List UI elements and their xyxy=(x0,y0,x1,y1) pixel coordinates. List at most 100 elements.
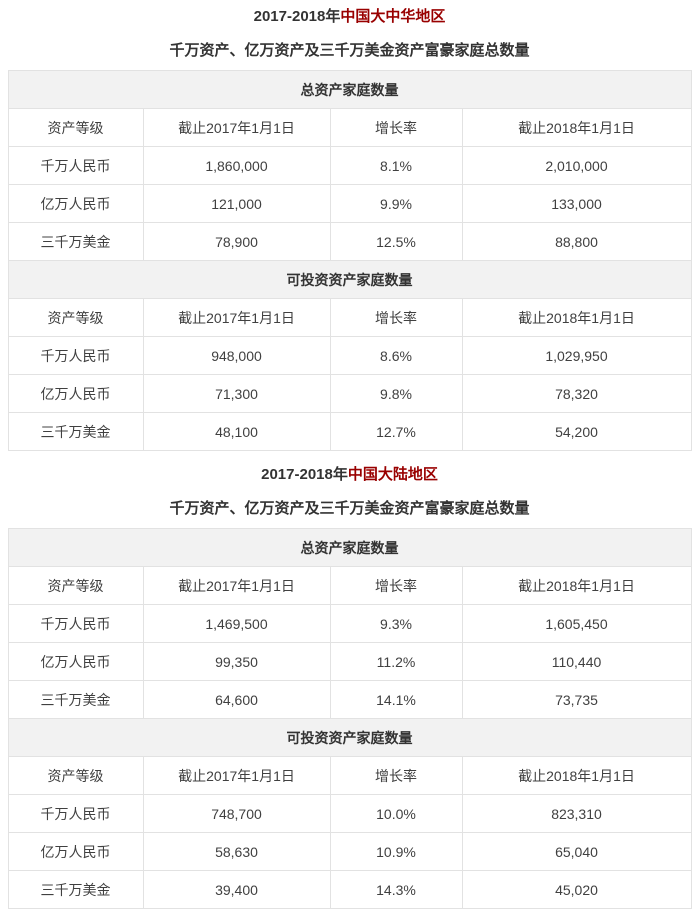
column-header: 截止2018年1月1日 xyxy=(461,298,692,337)
table-row: 三千万美金 48,100 12.7% 54,200 xyxy=(7,412,692,451)
growth-rate-cell: 14.3% xyxy=(329,870,463,909)
column-header: 截止2018年1月1日 xyxy=(461,756,692,795)
table-row: 三千万美金 64,600 14.1% 73,735 xyxy=(7,680,692,719)
table-row: 三千万美金 39,400 14.3% 45,020 xyxy=(7,870,692,909)
asset-tier-cell: 亿万人民币 xyxy=(7,642,144,681)
column-header: 截止2017年1月1日 xyxy=(142,756,331,795)
table-header-row: 资产等级 截止2017年1月1日 增长率 截止2018年1月1日 xyxy=(7,756,692,795)
value-2018-cell: 1,605,450 xyxy=(461,604,692,643)
value-2018-cell: 73,735 xyxy=(461,680,692,719)
section-title-year: 2017-2018年 xyxy=(253,8,341,25)
table-row: 亿万人民币 121,000 9.9% 133,000 xyxy=(7,184,692,223)
value-2017-cell: 39,400 xyxy=(142,870,331,909)
table-header-row: 资产等级 截止2017年1月1日 增长率 截止2018年1月1日 xyxy=(7,298,692,337)
table-header-row: 资产等级 截止2017年1月1日 增长率 截止2018年1月1日 xyxy=(7,566,692,605)
asset-tier-cell: 三千万美金 xyxy=(7,870,144,909)
growth-rate-cell: 10.0% xyxy=(329,794,463,833)
asset-tier-cell: 三千万美金 xyxy=(7,680,144,719)
table-row: 千万人民币 948,000 8.6% 1,029,950 xyxy=(7,336,692,375)
table-row: 千万人民币 748,700 10.0% 823,310 xyxy=(7,794,692,833)
table-band-row: 可投资资产家庭数量 xyxy=(7,718,692,757)
table-row: 亿万人民币 99,350 11.2% 110,440 xyxy=(7,642,692,681)
column-header: 资产等级 xyxy=(7,756,144,795)
table-header-row: 资产等级 截止2017年1月1日 增长率 截止2018年1月1日 xyxy=(7,108,692,147)
value-2018-cell: 2,010,000 xyxy=(461,146,692,185)
section-subtitle: 千万资产、亿万资产及三千万美金资产富豪家庭总数量 xyxy=(169,42,530,59)
value-2017-cell: 99,350 xyxy=(142,642,331,681)
value-2017-cell: 78,900 xyxy=(142,222,331,261)
section-title: 2017-2018年中国大陆地区 xyxy=(0,451,699,482)
section-mainland-china: 2017-2018年中国大陆地区 千万资产、亿万资产及三千万美金资产富豪家庭总数… xyxy=(0,451,699,909)
column-header: 资产等级 xyxy=(7,108,144,147)
column-header: 增长率 xyxy=(329,756,463,795)
growth-rate-cell: 9.9% xyxy=(329,184,463,223)
table-band-header: 总资产家庭数量 xyxy=(7,528,692,567)
value-2018-cell: 110,440 xyxy=(461,642,692,681)
table-row: 千万人民币 1,860,000 8.1% 2,010,000 xyxy=(7,146,692,185)
value-2018-cell: 78,320 xyxy=(461,374,692,413)
asset-tier-cell: 千万人民币 xyxy=(7,794,144,833)
value-2017-cell: 121,000 xyxy=(142,184,331,223)
growth-rate-cell: 14.1% xyxy=(329,680,463,719)
section-title-region: 中国大陆地区 xyxy=(347,466,438,483)
section-title: 2017-2018年中国大中华地区 xyxy=(0,0,699,24)
column-header: 截止2017年1月1日 xyxy=(142,566,331,605)
section-title-region: 中国大中华地区 xyxy=(340,8,446,25)
column-header: 截止2017年1月1日 xyxy=(142,108,331,147)
asset-tier-cell: 亿万人民币 xyxy=(7,374,144,413)
column-header: 增长率 xyxy=(329,566,463,605)
section-greater-china: 2017-2018年中国大中华地区 千万资产、亿万资产及三千万美金资产富豪家庭总… xyxy=(0,0,699,451)
column-header: 截止2017年1月1日 xyxy=(142,298,331,337)
table-band-row: 可投资资产家庭数量 xyxy=(7,260,692,299)
value-2017-cell: 748,700 xyxy=(142,794,331,833)
table-row: 亿万人民币 71,300 9.8% 78,320 xyxy=(7,374,692,413)
value-2018-cell: 1,029,950 xyxy=(461,336,692,375)
total-assets-table: 总资产家庭数量 资产等级 截止2017年1月1日 增长率 截止2018年1月1日… xyxy=(7,70,692,451)
value-2017-cell: 1,860,000 xyxy=(142,146,331,185)
table-row: 千万人民币 1,469,500 9.3% 1,605,450 xyxy=(7,604,692,643)
growth-rate-cell: 8.6% xyxy=(329,336,463,375)
section-title-year: 2017-2018年 xyxy=(261,466,348,483)
table-band-row: 总资产家庭数量 xyxy=(7,70,692,109)
asset-tier-cell: 千万人民币 xyxy=(7,336,144,375)
value-2017-cell: 64,600 xyxy=(142,680,331,719)
value-2018-cell: 88,800 xyxy=(461,222,692,261)
column-header: 截止2018年1月1日 xyxy=(461,566,692,605)
total-assets-table: 总资产家庭数量 资产等级 截止2017年1月1日 增长率 截止2018年1月1日… xyxy=(7,528,692,909)
value-2017-cell: 48,100 xyxy=(142,412,331,451)
value-2018-cell: 45,020 xyxy=(461,870,692,909)
column-header: 资产等级 xyxy=(7,298,144,337)
growth-rate-cell: 11.2% xyxy=(329,642,463,681)
value-2017-cell: 948,000 xyxy=(142,336,331,375)
table-band-header: 可投资资产家庭数量 xyxy=(7,260,692,299)
asset-tier-cell: 千万人民币 xyxy=(7,604,144,643)
asset-tier-cell: 三千万美金 xyxy=(7,412,144,451)
asset-tier-cell: 亿万人民币 xyxy=(7,832,144,871)
growth-rate-cell: 8.1% xyxy=(329,146,463,185)
table-row: 亿万人民币 58,630 10.9% 65,040 xyxy=(7,832,692,871)
table-row: 三千万美金 78,900 12.5% 88,800 xyxy=(7,222,692,261)
growth-rate-cell: 12.5% xyxy=(329,222,463,261)
asset-tier-cell: 千万人民币 xyxy=(7,146,144,185)
value-2018-cell: 133,000 xyxy=(461,184,692,223)
table-band-row: 总资产家庭数量 xyxy=(7,528,692,567)
section-subtitle: 千万资产、亿万资产及三千万美金资产富豪家庭总数量 xyxy=(169,500,530,517)
asset-tier-cell: 亿万人民币 xyxy=(7,184,144,223)
column-header: 资产等级 xyxy=(7,566,144,605)
value-2018-cell: 823,310 xyxy=(461,794,692,833)
table-band-header: 可投资资产家庭数量 xyxy=(7,718,692,757)
asset-tier-cell: 三千万美金 xyxy=(7,222,144,261)
growth-rate-cell: 12.7% xyxy=(329,412,463,451)
growth-rate-cell: 9.8% xyxy=(329,374,463,413)
table-band-header: 总资产家庭数量 xyxy=(7,70,692,109)
growth-rate-cell: 9.3% xyxy=(329,604,463,643)
column-header: 增长率 xyxy=(329,108,463,147)
value-2018-cell: 65,040 xyxy=(461,832,692,871)
growth-rate-cell: 10.9% xyxy=(329,832,463,871)
value-2017-cell: 1,469,500 xyxy=(142,604,331,643)
value-2018-cell: 54,200 xyxy=(461,412,692,451)
column-header: 截止2018年1月1日 xyxy=(461,108,692,147)
column-header: 增长率 xyxy=(329,298,463,337)
value-2017-cell: 58,630 xyxy=(142,832,331,871)
